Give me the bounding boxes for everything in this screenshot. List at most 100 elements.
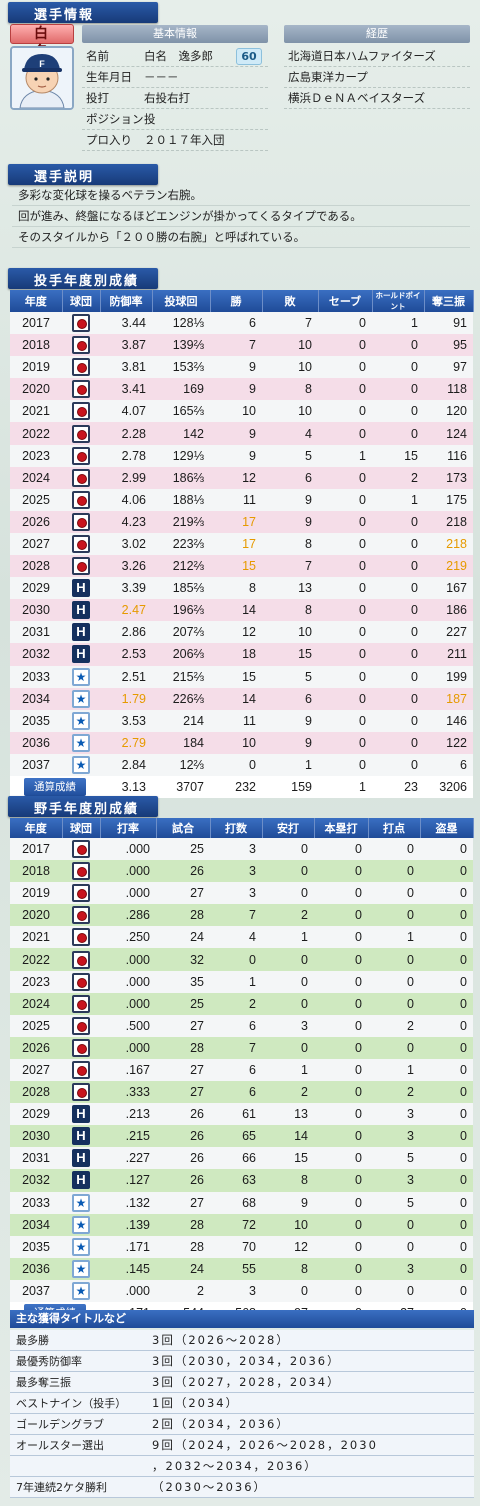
pitching-row: 2024 2.99 186⅔ 12 6 0 2 173	[10, 466, 473, 489]
birthday-row: 生年月日 －－－	[82, 67, 268, 88]
year-cell: 2021	[10, 926, 62, 949]
rbi-cell: 0	[368, 882, 420, 905]
team-cell	[62, 444, 100, 467]
team-cell	[62, 532, 100, 556]
batting-col-header[interactable]: 本塁打	[314, 818, 369, 838]
batting-col-header[interactable]: 打点	[368, 818, 421, 838]
era-cell: 2.53	[100, 643, 152, 666]
year-cell: 2030	[10, 599, 62, 622]
g-cell: 27	[156, 1014, 210, 1037]
batting-row: 2034 ★ .139 28 72 10 0 0 0	[10, 1213, 473, 1236]
g-cell: 32	[156, 948, 210, 971]
avg-cell: .000	[100, 992, 156, 1015]
so-cell: 6	[424, 753, 473, 776]
batting-row: 2033 ★ .132 27 68 9 0 5 0	[10, 1191, 473, 1214]
carp-logo-icon	[72, 994, 90, 1013]
total-era-cell: 3.13	[100, 775, 152, 798]
pitching-col-header[interactable]: 投球回	[152, 290, 211, 312]
sv-cell: 0	[318, 312, 372, 335]
sv-cell: 0	[318, 643, 372, 666]
team-cell	[62, 312, 100, 335]
age-badge: 60	[236, 48, 262, 65]
batting-col-header[interactable]: 安打	[262, 818, 315, 838]
ab-cell: 3	[210, 838, 262, 861]
sv-cell: 0	[318, 466, 372, 489]
batting-col-header[interactable]: 試合	[156, 818, 211, 838]
pitching-col-header[interactable]: 奪三振	[424, 290, 474, 312]
sb-cell: 0	[420, 1191, 473, 1214]
w-cell: 10	[210, 731, 262, 754]
ab-cell: 6	[210, 1081, 262, 1104]
pitching-col-header[interactable]: 勝	[210, 290, 263, 312]
h-cell: 0	[262, 882, 314, 905]
h-cell: 1	[262, 926, 314, 949]
baystars-star-logo-icon: ★	[72, 733, 90, 752]
throws-bats-value: 右投右打	[144, 91, 190, 105]
sv-cell: 0	[318, 753, 372, 776]
h-cell: 15	[262, 1147, 314, 1170]
hp-cell: 0	[372, 422, 424, 445]
pitching-row: 2032 H 2.53 206⅔ 18 15 0 0 211	[10, 643, 473, 666]
rbi-cell: 3	[368, 1169, 420, 1192]
hr-cell: 0	[314, 1014, 368, 1037]
w-cell: 17	[210, 532, 262, 556]
batting-table: 年度 球団 打率 試合 打数 安打 本塁打 打点 盗塁 2017.000 25 3 0 0 0 0 2018.…	[10, 818, 474, 1324]
carp-logo-icon	[72, 512, 90, 531]
sb-cell: 0	[420, 1257, 473, 1280]
pitching-col-header[interactable]: 敗	[262, 290, 319, 312]
pitching-col-header[interactable]: 防御率	[100, 290, 153, 312]
year-cell: 2029	[10, 577, 62, 600]
batting-col-header[interactable]: 打数	[210, 818, 263, 838]
ab-cell: 65	[210, 1125, 262, 1148]
pitching-row: 2025 4.06 188⅓ 11 9 0 1 175	[10, 488, 473, 511]
hr-cell: 0	[314, 970, 368, 993]
era-cell: 1.79	[100, 687, 152, 710]
so-cell: 173	[424, 466, 473, 489]
pitching-col-header[interactable]: ホールドポイント	[372, 290, 425, 312]
pitching-col-header[interactable]: セーブ	[318, 290, 373, 312]
carp-logo-icon	[72, 534, 90, 553]
sb-cell: 0	[420, 1213, 473, 1236]
name-badge: 白 名	[10, 24, 74, 60]
hr-cell: 0	[314, 1213, 368, 1236]
birthday-value: －－－	[144, 70, 179, 84]
sv-cell: 0	[318, 378, 372, 401]
g-cell: 26	[156, 1169, 210, 1192]
carp-logo-icon	[72, 314, 90, 333]
so-cell: 218	[424, 532, 473, 556]
basic-info-tab[interactable]: 基本情報	[82, 25, 268, 43]
fighters-h-logo-icon: H	[72, 579, 90, 598]
g-cell: 28	[156, 904, 210, 927]
ab-cell: 68	[210, 1191, 262, 1214]
sb-cell: 0	[420, 882, 473, 905]
title-name: 最優秀防御率	[16, 1355, 82, 1368]
batting-col-header[interactable]: 球団	[62, 818, 101, 838]
so-cell: 167	[424, 577, 473, 600]
team-cell	[62, 488, 100, 511]
sb-cell: 0	[420, 860, 473, 883]
rbi-cell: 1	[368, 1058, 420, 1082]
so-cell: 118	[424, 378, 473, 401]
batting-row: 2029 H .213 26 61 13 0 3 0	[10, 1103, 473, 1126]
carp-logo-icon	[72, 840, 90, 859]
h-cell: 1	[262, 1058, 314, 1082]
w-cell: 15	[210, 665, 262, 688]
pitching-col-header[interactable]: 年度	[10, 290, 63, 312]
ab-cell: 6	[210, 1014, 262, 1037]
year-cell: 2018	[10, 334, 62, 357]
year-cell: 2024	[10, 992, 62, 1015]
team-cell: ★	[62, 665, 100, 688]
batting-col-header[interactable]: 盗塁	[420, 818, 474, 838]
rbi-cell: 0	[368, 860, 420, 883]
so-cell: 122	[424, 731, 473, 754]
avg-cell: .000	[100, 1036, 156, 1059]
pitching-col-header[interactable]: 球団	[62, 290, 101, 312]
batting-col-header[interactable]: 年度	[10, 818, 63, 838]
h-cell: 0	[262, 1279, 314, 1302]
career-tab[interactable]: 経歴	[284, 25, 470, 43]
h-cell: 0	[262, 992, 314, 1015]
year-cell: 2031	[10, 1147, 62, 1170]
hr-cell: 0	[314, 1191, 368, 1214]
title-row: 7年連続2ケタ勝利 （2030～2036）	[10, 1477, 474, 1498]
batting-col-header[interactable]: 打率	[100, 818, 157, 838]
